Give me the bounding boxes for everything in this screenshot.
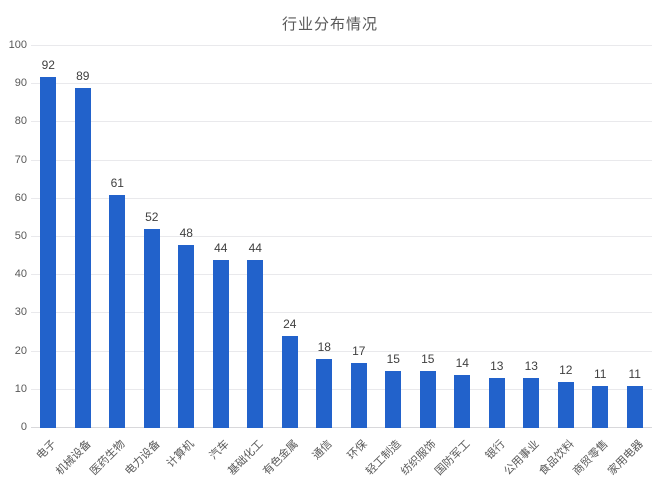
gridline xyxy=(31,350,652,352)
bar xyxy=(557,382,574,428)
x-axis-label: 计算机 xyxy=(165,438,197,470)
bar-group: 13 公用事业 xyxy=(502,46,549,478)
x-axis-label: 基础化工 xyxy=(226,438,266,478)
y-axis-tick-label: 60 xyxy=(14,191,27,204)
bar-group: 18 通信 xyxy=(307,46,342,462)
bar xyxy=(523,378,540,428)
bar-group: 89 机械设备 xyxy=(54,46,101,478)
bar-value-label: 15 xyxy=(386,352,400,366)
bar-value-label: 11 xyxy=(594,367,607,381)
bar-value-label: 24 xyxy=(283,317,297,331)
y-axis-tick-label: 70 xyxy=(14,153,27,166)
x-axis-label: 轻工制造 xyxy=(364,438,404,478)
gridline xyxy=(31,427,652,428)
y-axis-tick-label: 40 xyxy=(14,268,27,281)
gridline xyxy=(31,274,652,276)
bar-value-label: 17 xyxy=(352,344,366,358)
gridline xyxy=(31,45,652,46)
bar xyxy=(385,371,402,428)
bar-group: 11 商贸零售 xyxy=(571,46,618,478)
x-axis-label: 公用事业 xyxy=(502,438,542,478)
y-axis-tick-label: 0 xyxy=(20,421,27,433)
x-axis-label: 国防军工 xyxy=(433,438,473,478)
bar-value-label: 44 xyxy=(248,241,262,255)
x-axis-label: 商贸零售 xyxy=(571,438,611,478)
plot-area: 92 电子 89 机械设备 61 医药生物 52 电力设备 48 计算机 44 汽车 44 基础化工 24 有… xyxy=(31,45,653,478)
bar xyxy=(247,260,264,428)
bar xyxy=(109,195,126,428)
bar-value-label: 52 xyxy=(145,210,159,224)
bar-group: 14 国防军工 xyxy=(433,46,480,478)
chart-title: 行业分布情况 xyxy=(281,16,378,33)
x-axis-label: 医药生物 xyxy=(88,438,128,478)
bar xyxy=(316,359,333,428)
bars-row: 92 电子 89 机械设备 61 医药生物 52 电力设备 48 计算机 44 汽车 44 基础化工 24 有… xyxy=(31,46,653,478)
bar-group: 15 纺织服饰 xyxy=(399,46,446,478)
bar-group: 24 有色金属 xyxy=(261,46,308,478)
x-axis-label: 食品饮料 xyxy=(536,438,577,478)
bar xyxy=(143,229,160,428)
bar xyxy=(178,245,195,428)
bar xyxy=(488,378,505,428)
bar xyxy=(626,386,643,428)
bar-value-label: 13 xyxy=(490,359,504,373)
gridline xyxy=(31,159,652,161)
bar-group: 11 家用电器 xyxy=(606,46,653,478)
gridline xyxy=(31,236,652,237)
y-axis-tick-label: 10 xyxy=(14,382,27,395)
gridline xyxy=(31,83,652,85)
bar-value-label: 61 xyxy=(110,176,124,190)
bar xyxy=(419,371,436,428)
y-axis-tick-label: 90 xyxy=(14,77,27,90)
x-axis-label: 家用电器 xyxy=(605,438,646,478)
y-axis-tick-label: 20 xyxy=(14,344,27,357)
y-axis-tick-label: 80 xyxy=(14,115,27,128)
bar-value-label: 89 xyxy=(76,69,90,83)
gridline xyxy=(31,197,652,199)
bar-group: 48 计算机 xyxy=(165,46,204,470)
x-axis-label: 有色金属 xyxy=(260,438,301,478)
bar xyxy=(74,88,91,428)
x-axis-label: 汽车 xyxy=(207,438,232,463)
bar-value-label: 12 xyxy=(559,363,573,377)
x-axis-label: 纺织服饰 xyxy=(398,438,439,478)
bar-group: 44 汽车 xyxy=(204,46,239,462)
gridline xyxy=(31,388,652,390)
bar-value-label: 18 xyxy=(317,340,331,354)
x-axis-label: 通信 xyxy=(310,438,335,463)
bar-value-label: 92 xyxy=(41,58,55,72)
x-axis-label: 环保 xyxy=(345,438,370,463)
bar-group: 52 电力设备 xyxy=(123,46,170,478)
bar xyxy=(40,77,57,428)
bar-group: 15 轻工制造 xyxy=(364,46,411,478)
gridline xyxy=(31,121,652,123)
bar-value-label: 13 xyxy=(524,359,538,373)
bar-value-label: 15 xyxy=(421,352,435,366)
bar xyxy=(592,386,609,428)
bar-value-label: 48 xyxy=(179,226,193,240)
gridline xyxy=(31,312,652,314)
bar xyxy=(454,375,471,428)
bar-value-label: 11 xyxy=(628,367,641,381)
bar-group: 44 基础化工 xyxy=(226,46,273,478)
bar xyxy=(350,363,367,428)
y-axis-tick-label: 30 xyxy=(14,306,27,319)
x-axis-label: 电力设备 xyxy=(122,438,163,478)
y-axis-tick-label: 50 xyxy=(14,230,27,242)
bar-value-label: 14 xyxy=(455,356,469,370)
bar xyxy=(281,336,298,428)
bar xyxy=(212,260,229,428)
x-axis-label: 机械设备 xyxy=(53,438,94,478)
bar-group: 61 医药生物 xyxy=(88,46,135,478)
bar-group: 12 食品饮料 xyxy=(537,46,584,478)
x-axis-label: 银行 xyxy=(483,438,508,463)
bar-value-label: 44 xyxy=(214,241,228,255)
bar-group: 92 电子 xyxy=(31,46,66,462)
x-axis-label: 电子 xyxy=(34,438,59,463)
bar-group: 13 银行 xyxy=(480,46,515,462)
y-axis-tick-label: 100 xyxy=(8,39,27,51)
bar-group: 17 环保 xyxy=(342,46,377,462)
